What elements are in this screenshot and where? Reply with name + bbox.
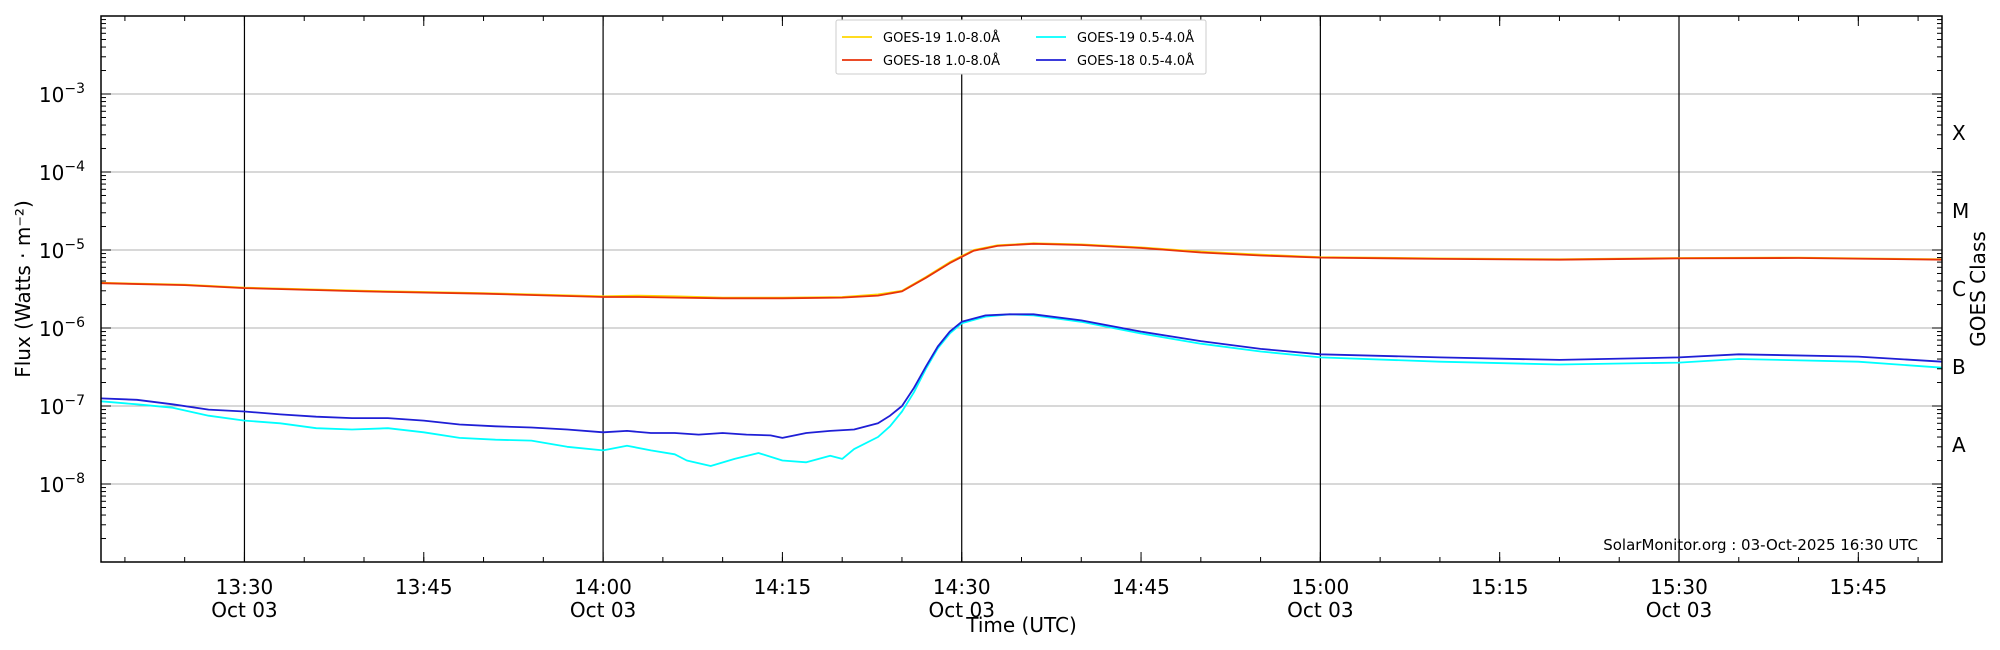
series-line-1 [100, 242, 1943, 300]
goes-class-label: X [1952, 121, 1966, 145]
x-tick-date-label: Oct 03 [929, 598, 995, 622]
x-axis-title: Time (UTC) [965, 613, 1077, 637]
y-tick-label: 10−8 [39, 471, 85, 497]
legend-label: GOES-19 0.5-4.0Å [1077, 30, 1194, 46]
y-tick-label: 10−6 [39, 315, 85, 341]
series-line-0 [100, 242, 1943, 299]
x-tick-label: 15:15 [1471, 575, 1529, 599]
legend-label: GOES-18 1.0-8.0Å [883, 53, 1000, 69]
tick-layer [101, 16, 1942, 563]
x-tick-label: 13:45 [395, 575, 453, 599]
goes-class-label: M [1952, 199, 1969, 223]
goes-class-axis-title: GOES Class [1966, 231, 1990, 347]
x-tick-label: 15:45 [1829, 575, 1887, 599]
x-tick-label: 14:15 [754, 575, 812, 599]
y-axis-title: Flux (Watts · m⁻²) [11, 200, 35, 378]
y-tick-label: 10−7 [39, 393, 85, 419]
x-tick-label: 13:30 [216, 575, 274, 599]
credit-text: SolarMonitor.org : 03-Oct-2025 16:30 UTC [1603, 536, 1918, 554]
x-tick-date-label: Oct 03 [211, 598, 277, 622]
y-tick-label: 10−4 [39, 159, 85, 185]
x-tick-label: 14:00 [574, 575, 632, 599]
legend-label: GOES-18 0.5-4.0Å [1077, 53, 1194, 69]
x-tick-label: 14:30 [933, 575, 991, 599]
grid-layer [101, 16, 1942, 562]
x-tick-label: 14:45 [1112, 575, 1170, 599]
goes-class-label: B [1952, 355, 1966, 379]
series-line-2 [100, 313, 1943, 467]
goes-class-label: A [1952, 433, 1966, 457]
goes-class-label: C [1952, 277, 1966, 301]
y-tick-label: 10−3 [39, 81, 85, 107]
x-tick-date-label: Oct 03 [570, 598, 636, 622]
x-tick-label: 15:30 [1650, 575, 1708, 599]
plot-frame [100, 15, 1943, 563]
series-layer [100, 242, 1943, 467]
legend: GOES-19 1.0-8.0Å GOES-19 0.5-4.0Å GOES-18 … [835, 19, 1207, 75]
x-tick-date-label: Oct 03 [1646, 598, 1712, 622]
series-line-3 [100, 313, 1943, 439]
x-tick-date-label: Oct 03 [1287, 598, 1353, 622]
y-tick-label: 10−5 [39, 237, 85, 263]
x-tick-label: 15:00 [1292, 575, 1350, 599]
legend-label: GOES-19 1.0-8.0Å [883, 30, 1000, 46]
legend-box [835, 19, 1207, 75]
